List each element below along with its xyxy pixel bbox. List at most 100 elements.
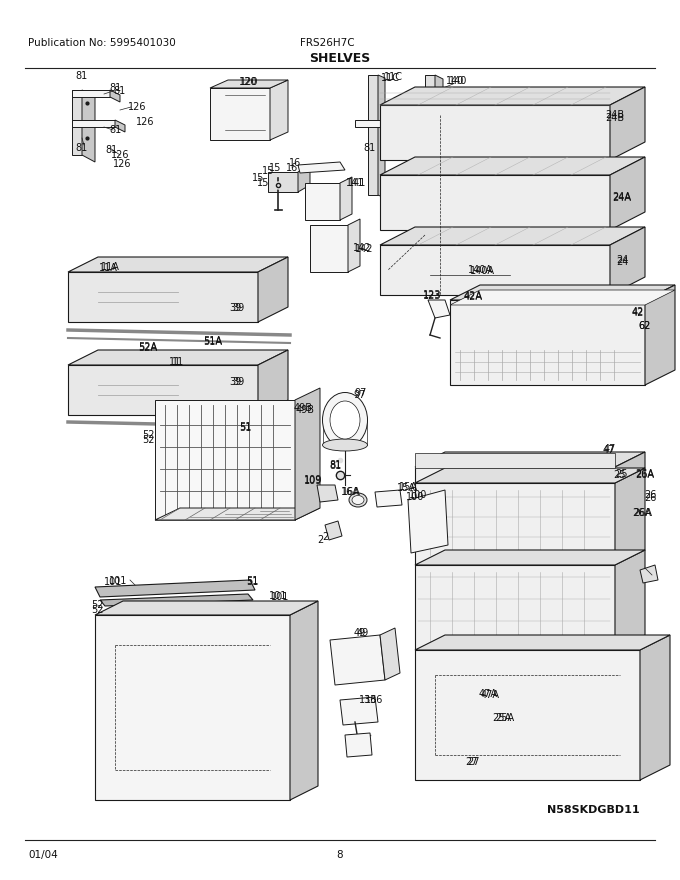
Polygon shape [610,87,645,160]
Polygon shape [155,508,320,520]
Polygon shape [155,400,295,520]
Text: 81: 81 [109,83,121,93]
Polygon shape [380,175,610,230]
Polygon shape [435,75,443,224]
Text: 26A: 26A [636,470,654,480]
Text: 126: 126 [128,102,146,112]
Polygon shape [115,120,125,132]
Polygon shape [615,468,645,565]
Text: 42A: 42A [464,292,483,302]
Text: 136: 136 [364,695,384,705]
Text: 101: 101 [109,576,127,586]
Polygon shape [68,350,288,365]
Polygon shape [415,453,615,468]
Text: 49B: 49B [296,405,314,415]
Polygon shape [290,601,318,800]
Text: 142: 142 [353,243,371,253]
Text: 49: 49 [354,628,366,638]
Text: 51A: 51A [203,336,222,346]
Text: 81: 81 [364,143,376,153]
Text: 16A: 16A [341,487,360,497]
Text: 42A: 42A [464,291,483,301]
Text: 11A: 11A [99,263,118,273]
Polygon shape [268,172,298,192]
Polygon shape [375,490,402,507]
Polygon shape [68,272,258,322]
Text: SHELVES: SHELVES [309,52,371,64]
Text: 11C: 11C [381,73,400,83]
Polygon shape [380,157,645,175]
Text: 25A: 25A [492,713,511,723]
Polygon shape [380,87,645,105]
Ellipse shape [330,401,360,439]
Polygon shape [615,452,645,483]
Polygon shape [615,550,645,650]
Text: 126: 126 [111,150,129,160]
Polygon shape [415,550,645,565]
Polygon shape [340,177,352,220]
Polygon shape [258,350,288,415]
Text: 81: 81 [109,125,121,135]
Ellipse shape [322,392,367,448]
Polygon shape [310,225,348,272]
Text: 100: 100 [409,490,427,500]
Polygon shape [305,183,340,220]
Text: 16: 16 [289,158,301,168]
Polygon shape [298,162,345,173]
Text: 11: 11 [172,357,184,367]
Text: 62: 62 [639,321,651,331]
Text: 52: 52 [90,605,103,615]
Polygon shape [640,565,658,583]
Polygon shape [340,697,378,725]
Text: 97: 97 [354,390,367,400]
Polygon shape [100,594,253,606]
Polygon shape [355,120,390,127]
Text: 52: 52 [141,435,154,445]
Ellipse shape [322,439,367,451]
Polygon shape [450,300,645,385]
Text: 81: 81 [75,71,87,81]
Text: 120: 120 [240,77,258,87]
Polygon shape [330,635,385,685]
Text: 26A: 26A [634,508,653,518]
Polygon shape [82,90,95,162]
Text: 11: 11 [169,357,181,367]
Text: 11C: 11C [384,72,403,82]
Text: 51: 51 [239,423,251,433]
Text: 39: 39 [232,303,244,313]
Text: 109: 109 [304,475,322,485]
Text: 140: 140 [446,76,464,86]
Text: 52A: 52A [139,343,158,353]
Text: 25: 25 [615,469,627,479]
Polygon shape [415,467,615,483]
Polygon shape [298,165,310,192]
Text: 27: 27 [466,757,479,767]
Polygon shape [450,285,675,300]
Text: 16A: 16A [341,487,360,497]
Polygon shape [415,452,645,467]
Polygon shape [72,90,110,97]
Polygon shape [68,365,258,415]
Polygon shape [415,468,645,483]
Polygon shape [95,580,255,597]
Text: 27: 27 [466,757,478,767]
Text: 26: 26 [644,493,656,503]
Text: 100: 100 [406,492,424,502]
Text: 47: 47 [602,445,615,455]
Text: 81: 81 [330,460,342,470]
Text: 101: 101 [104,577,122,587]
Text: 26A: 26A [632,508,651,518]
Text: 24A: 24A [613,192,632,202]
Text: 51: 51 [239,422,251,432]
Polygon shape [317,485,338,502]
Polygon shape [415,565,615,650]
Text: 15: 15 [269,163,282,173]
Polygon shape [640,635,670,780]
Polygon shape [270,80,288,140]
Polygon shape [72,90,82,155]
Text: 141: 141 [346,178,364,188]
Text: 81: 81 [329,461,341,471]
Polygon shape [408,490,448,553]
Text: 52A: 52A [139,342,158,352]
Polygon shape [95,615,290,800]
